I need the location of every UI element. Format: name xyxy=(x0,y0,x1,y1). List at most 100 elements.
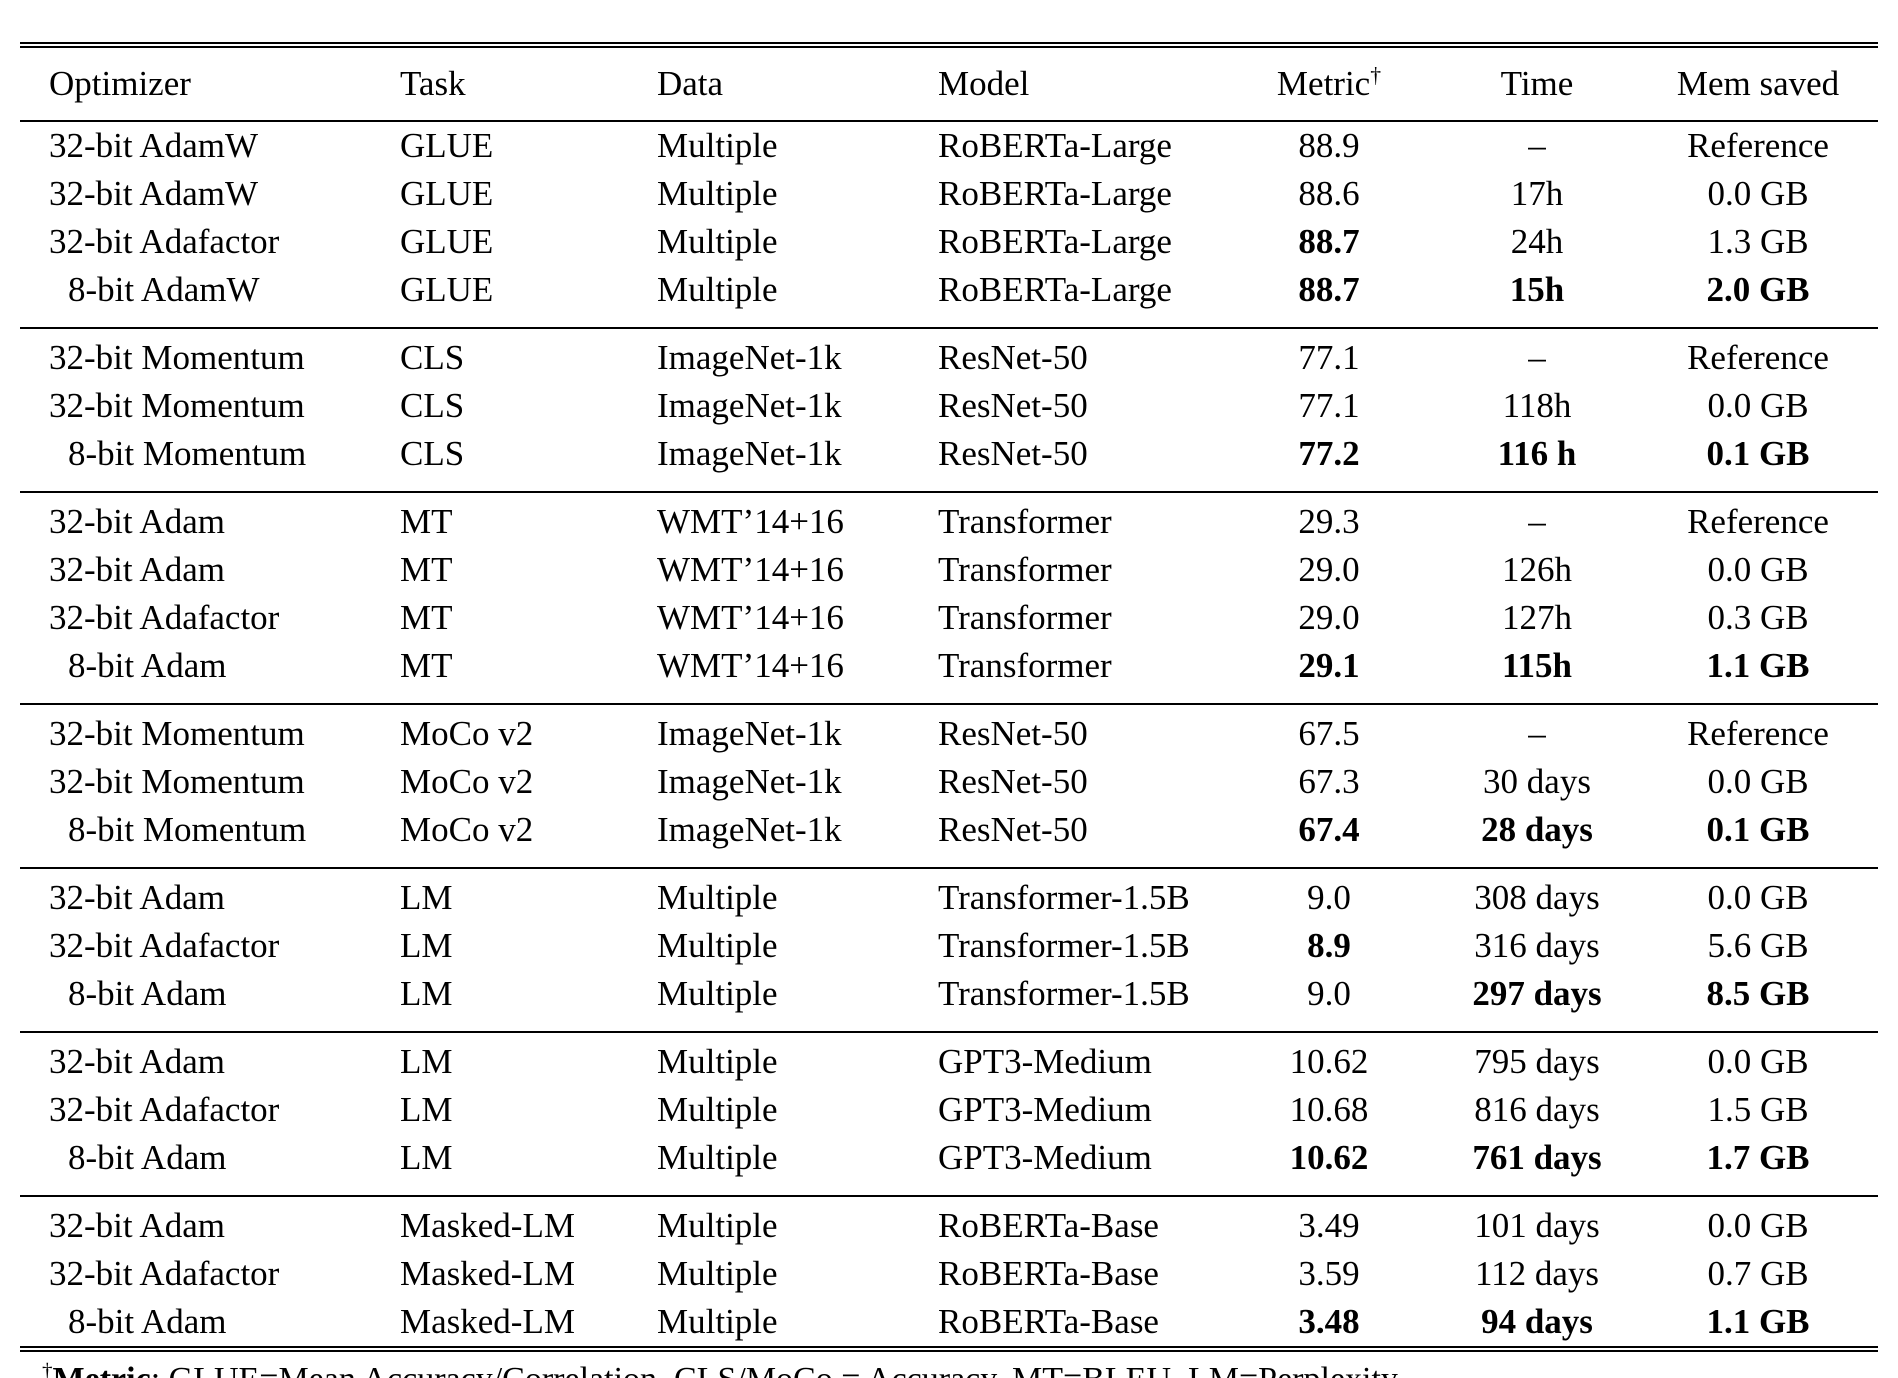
cell-data: Multiple xyxy=(657,1090,778,1129)
cell-model: ResNet-50 xyxy=(938,386,1088,425)
cell-optimizer: 8-bit Adam xyxy=(68,974,227,1013)
cell-data: ImageNet-1k xyxy=(657,762,842,801)
cell-task: MT xyxy=(400,598,453,637)
cell-model: ResNet-50 xyxy=(938,434,1088,473)
cell-metric: 3.48 xyxy=(1298,1302,1360,1341)
table-row: 32-bit Adam Masked-LM Multiple RoBERTa-Base… xyxy=(20,1202,1878,1250)
cell-mem: 0.0 GB xyxy=(1707,762,1809,801)
cell-mem: 0.0 GB xyxy=(1707,386,1809,425)
table-row: 32-bit Adafactor LM Multiple Transformer-1.… xyxy=(20,922,1878,970)
cell-optimizer: 8-bit Adam xyxy=(68,646,227,685)
cell-optimizer: 32-bit Momentum xyxy=(49,338,305,377)
cell-mem: 0.3 GB xyxy=(1707,598,1809,637)
table-footnote: †Metric: GLUE=Mean Accuracy/Correlation.… xyxy=(20,1360,1878,1378)
column-header-optimizer: Optimizer xyxy=(49,64,191,103)
cell-optimizer: 32-bit Adafactor xyxy=(49,1254,280,1293)
section-rule xyxy=(20,1031,1878,1033)
cell-task: MT xyxy=(400,646,453,685)
cell-mem: 1.1 GB xyxy=(1706,1302,1810,1341)
cell-task: LM xyxy=(400,878,453,917)
cell-time: 28 days xyxy=(1481,810,1593,849)
cell-time: – xyxy=(1528,502,1546,541)
cell-mem: Reference xyxy=(1687,714,1829,753)
cell-mem: 0.0 GB xyxy=(1707,1042,1809,1081)
table-row: 8-bit Momentum CLS ImageNet-1k ResNet-50 77.… xyxy=(20,430,1878,478)
cell-time: 127h xyxy=(1502,598,1572,637)
cell-model: ResNet-50 xyxy=(938,762,1088,801)
cell-mem: 0.1 GB xyxy=(1706,810,1810,849)
table-row: 32-bit AdamW GLUE Multiple RoBERTa-Large 88.… xyxy=(20,170,1878,218)
cell-mem: 0.0 GB xyxy=(1707,550,1809,589)
table-row: 32-bit AdamW GLUE Multiple RoBERTa-Large 88.… xyxy=(20,121,1878,170)
cell-metric: 67.3 xyxy=(1298,762,1360,801)
cell-metric: 3.59 xyxy=(1298,1254,1360,1293)
section-separator xyxy=(20,690,1878,710)
column-header-mem-saved: Mem saved xyxy=(1676,64,1840,103)
cell-time: 115h xyxy=(1501,646,1573,685)
cell-task: GLUE xyxy=(400,270,494,309)
cell-metric: 67.4 xyxy=(1298,810,1360,849)
cell-data: Multiple xyxy=(657,126,778,165)
cell-model: Transformer-1.5B xyxy=(938,878,1190,917)
cell-task: CLS xyxy=(400,386,465,425)
cell-optimizer: 32-bit Momentum xyxy=(49,386,305,425)
metric-header-label: Metric xyxy=(1276,64,1371,103)
cell-metric: 29.3 xyxy=(1298,502,1360,541)
cell-metric: 77.1 xyxy=(1298,338,1360,377)
section-separator xyxy=(20,314,1878,334)
cell-task: CLS xyxy=(400,434,465,473)
cell-data: ImageNet-1k xyxy=(657,810,842,849)
cell-metric: 10.62 xyxy=(1289,1138,1369,1177)
cell-model: ResNet-50 xyxy=(938,338,1088,377)
section-separator xyxy=(20,854,1878,874)
table-row: 32-bit Adam MT WMT’14+16 Transformer 29.0 126… xyxy=(20,546,1878,594)
cell-data: Multiple xyxy=(657,926,778,965)
cell-model: RoBERTa-Large xyxy=(938,126,1172,165)
cell-data: ImageNet-1k xyxy=(657,386,842,425)
cell-data: WMT’14+16 xyxy=(657,502,844,541)
cell-model: Transformer-1.5B xyxy=(938,974,1190,1013)
cell-mem: 1.7 GB xyxy=(1706,1138,1810,1177)
cell-mem: 1.1 GB xyxy=(1706,646,1810,685)
cell-task: GLUE xyxy=(400,174,494,213)
cell-metric: 8.9 xyxy=(1307,926,1351,965)
cell-data: Multiple xyxy=(657,222,778,261)
cell-model: Transformer xyxy=(938,646,1112,685)
table-row: 8-bit Adam LM Multiple GPT3-Medium 10.62 761 … xyxy=(20,1134,1878,1182)
cell-mem: 5.6 GB xyxy=(1707,926,1809,965)
cell-data: Multiple xyxy=(657,270,778,309)
cell-time: 94 days xyxy=(1481,1302,1593,1341)
cell-mem: Reference xyxy=(1687,502,1829,541)
table-row: 32-bit Adam LM Multiple Transformer-1.5B 9.0… xyxy=(20,874,1878,922)
cell-time: – xyxy=(1528,126,1546,165)
table-row: 32-bit Adam MT WMT’14+16 Transformer 29.3 – Re… xyxy=(20,498,1878,546)
cell-metric: 88.9 xyxy=(1298,126,1360,165)
cell-task: MT xyxy=(400,502,453,541)
optimizer-results-table: Optimizer Task Data Model Metric† Time M… xyxy=(20,48,1878,1346)
cell-time: 15h xyxy=(1509,270,1565,309)
cell-metric: 10.62 xyxy=(1289,1042,1369,1081)
cell-data: Multiple xyxy=(657,878,778,917)
cell-task: LM xyxy=(400,1042,453,1081)
cell-metric: 77.1 xyxy=(1298,386,1360,425)
cell-metric: 29.1 xyxy=(1298,646,1360,685)
cell-data: WMT’14+16 xyxy=(657,598,844,637)
cell-optimizer: 32-bit Adam xyxy=(49,1206,225,1245)
cell-optimizer: 8-bit Momentum xyxy=(68,810,307,849)
cell-metric: 9.0 xyxy=(1307,974,1351,1013)
table-row: 32-bit Momentum MoCo v2 ImageNet-1k ResNet-… xyxy=(20,758,1878,806)
top-rule xyxy=(20,42,1878,48)
cell-metric: 88.7 xyxy=(1298,270,1360,309)
cell-optimizer: 32-bit Momentum xyxy=(49,714,305,753)
cell-data: Multiple xyxy=(657,174,778,213)
cell-data: Multiple xyxy=(657,1254,778,1293)
section-rule xyxy=(20,703,1878,705)
cell-optimizer: 32-bit Adafactor xyxy=(49,1090,280,1129)
table-row: 32-bit Adafactor GLUE Multiple RoBERTa-Larg… xyxy=(20,218,1878,266)
cell-metric: 88.6 xyxy=(1298,174,1360,213)
cell-model: Transformer xyxy=(938,598,1112,637)
table-row: 32-bit Momentum CLS ImageNet-1k ResNet-50 77… xyxy=(20,334,1878,382)
cell-optimizer: 32-bit AdamW xyxy=(49,126,258,165)
table-row: 8-bit Adam Masked-LM Multiple RoBERTa-Base 3… xyxy=(20,1298,1878,1346)
cell-time: 101 days xyxy=(1474,1206,1600,1245)
